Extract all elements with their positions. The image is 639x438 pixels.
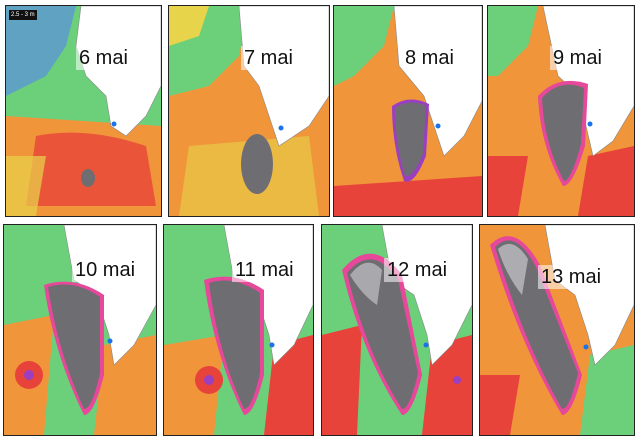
location-marker [269,342,275,348]
map-panel-7-mai: 7 mai [168,5,330,217]
date-label: 10 mai [72,258,139,282]
map-panel-10-mai: 10 mai [3,224,157,436]
map-panel-12-mai: 12 mai [321,224,473,436]
map-panel-11-mai: 11 mai [163,224,314,436]
map-panel-9-mai: 9 mai [487,5,635,217]
location-marker [107,338,113,344]
wave-map [169,6,329,216]
location-marker [587,121,593,127]
wave-map [480,225,634,435]
wave-map [4,225,156,435]
date-label: 9 mai [550,46,605,70]
date-label: 6 mai [76,46,131,70]
wave-map [334,6,482,216]
location-marker [423,342,429,348]
map-panel-6-mai: 2.5 - 3 m 6 mai [5,5,162,217]
date-label: 13 mai [538,265,605,289]
location-marker [583,344,589,350]
location-marker [278,125,284,131]
scale-badge: 2.5 - 3 m [9,10,37,20]
wave-map [164,225,313,435]
date-label: 7 mai [241,46,296,70]
date-label: 8 mai [402,46,457,70]
location-marker [435,123,441,129]
wave-map [488,6,634,216]
date-label: 11 mai [232,258,297,282]
wave-map [6,6,161,216]
map-panel-13-mai: 13 mai [479,224,635,436]
location-marker [111,121,117,127]
date-label: 12 mai [384,258,451,282]
wave-map [322,225,472,435]
map-panel-8-mai: 8 mai [333,5,483,217]
